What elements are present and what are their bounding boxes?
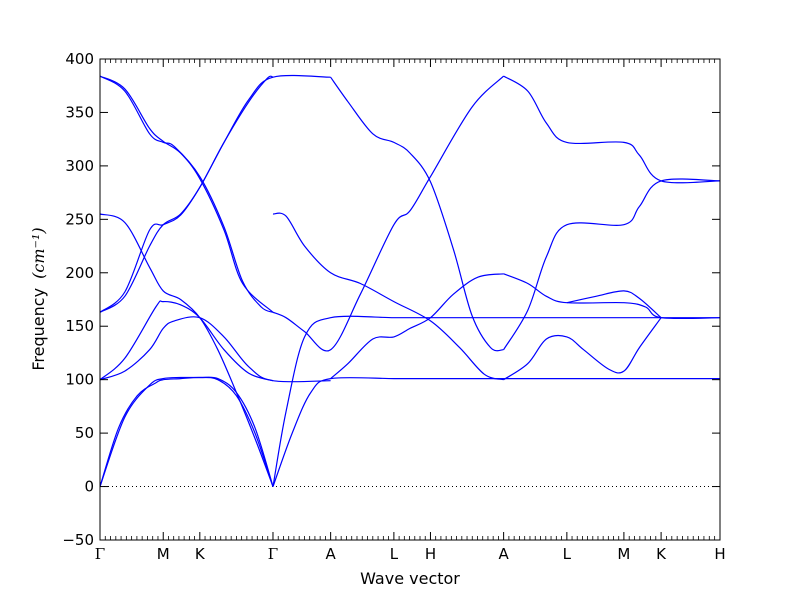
- x-tick-label: K: [195, 545, 206, 563]
- x-tick-label: M: [617, 545, 630, 563]
- band-line-3: [99, 300, 274, 382]
- y-tick-label: 350: [65, 103, 94, 121]
- y-tick-label: 50: [75, 424, 94, 442]
- band-line-1: [99, 376, 274, 487]
- band-line-19: [566, 290, 662, 319]
- band-line-17: [503, 178, 721, 351]
- band-line-15: [503, 273, 721, 320]
- band-line-6: [99, 74, 331, 313]
- band-line-4: [99, 213, 274, 487]
- y-tick-label: 100: [65, 371, 94, 389]
- y-tick-label: 400: [65, 50, 94, 68]
- plot-frame: [99, 58, 721, 541]
- x-tick-label: A: [326, 545, 337, 563]
- band-line-8: [99, 75, 274, 313]
- y-tick-label: 150: [65, 317, 94, 335]
- y-tick-label: 300: [65, 157, 94, 175]
- y-tick-label: 0: [84, 478, 94, 496]
- x-tick-label: Γ: [268, 545, 278, 563]
- band-line-10: [272, 75, 505, 352]
- y-tick-label: 200: [65, 264, 94, 282]
- band-line-9: [272, 212, 504, 381]
- band-line-2: [99, 316, 331, 383]
- x-tick-label: Γ: [95, 545, 105, 563]
- x-tick-label: L: [390, 545, 399, 563]
- y-tick-label: −50: [62, 531, 94, 549]
- x-axis-label: Wave vector: [360, 569, 460, 588]
- y-axis-label: Frequency (cm⁻¹): [29, 227, 48, 370]
- x-tick-label: H: [714, 545, 725, 563]
- y-tick-label: 250: [65, 210, 94, 228]
- y-axis-unit: (cm⁻¹): [29, 227, 48, 278]
- x-tick-label: H: [425, 545, 436, 563]
- x-tick-label: M: [157, 545, 170, 563]
- y-axis-label-text: Frequency: [29, 288, 48, 371]
- x-tick-label: A: [498, 545, 509, 563]
- band-line-18: [503, 75, 721, 184]
- band-line-12: [272, 376, 720, 487]
- band-line-16: [503, 317, 662, 381]
- x-tick-label: L: [563, 545, 572, 563]
- x-tick-label: K: [656, 545, 667, 563]
- plot-background: [100, 59, 720, 540]
- band-line-13: [330, 76, 504, 352]
- band-line-14: [330, 273, 504, 380]
